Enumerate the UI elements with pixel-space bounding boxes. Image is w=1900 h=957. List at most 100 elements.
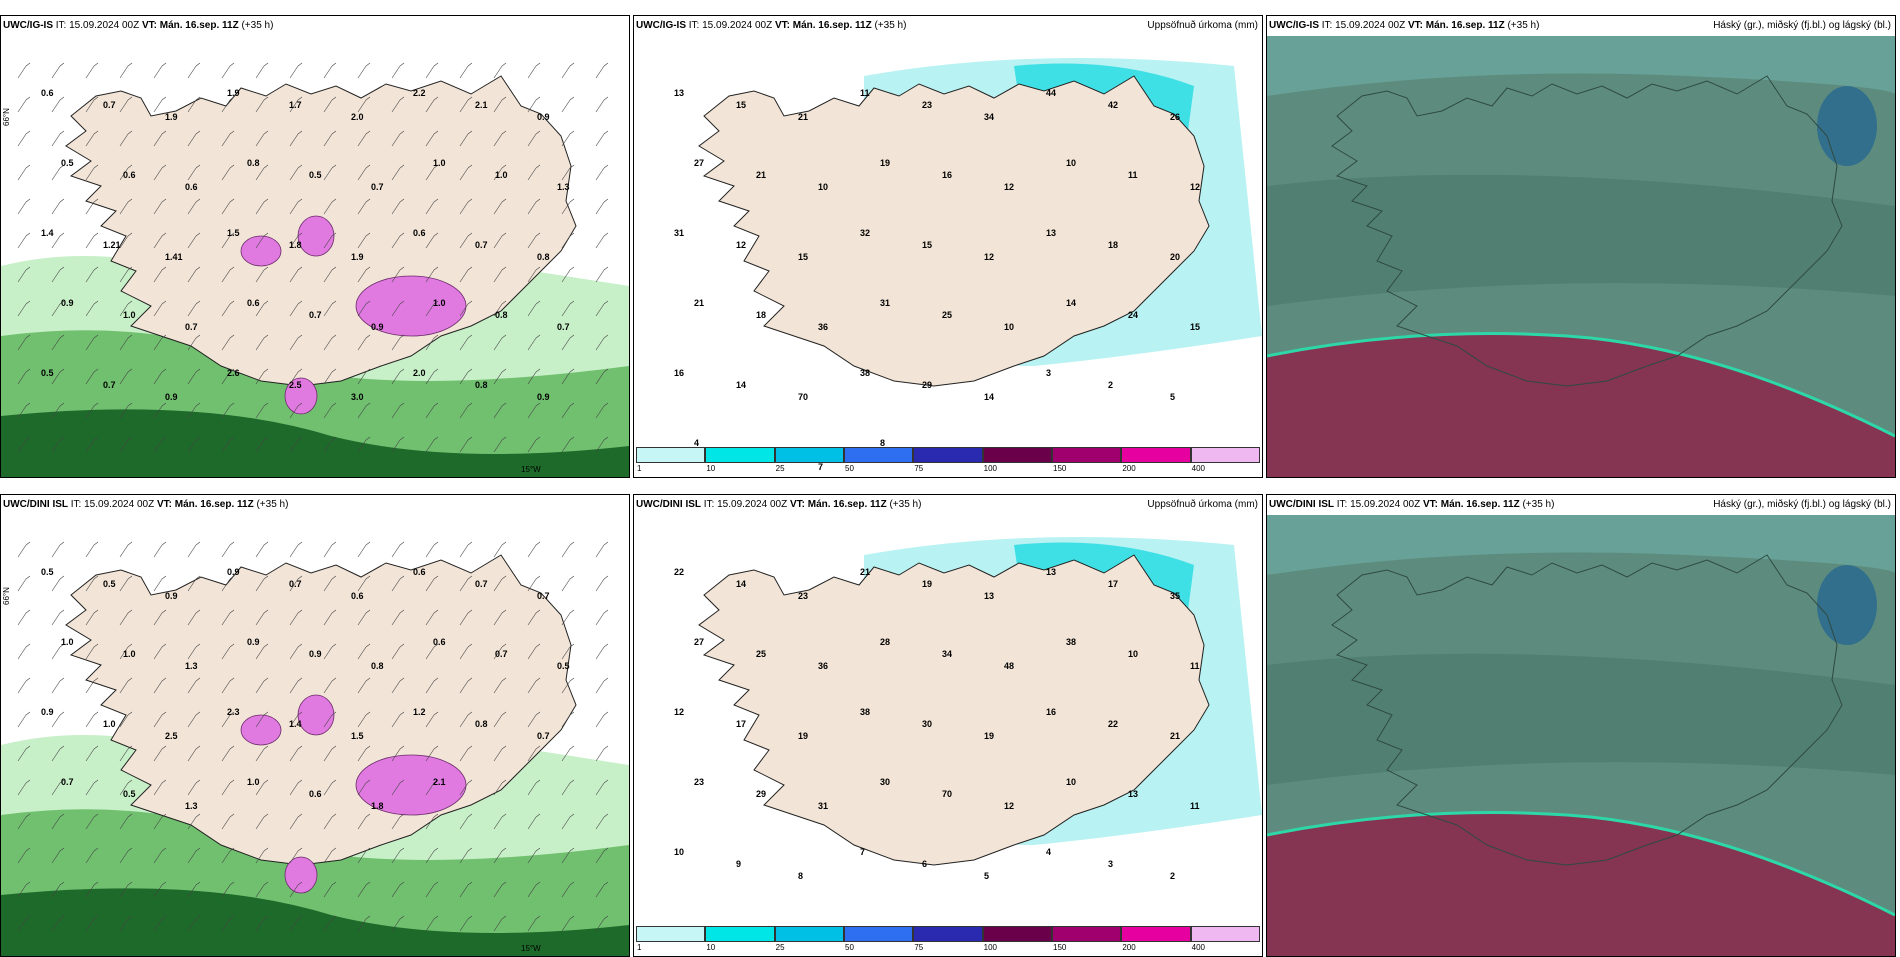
wind-barb	[289, 711, 303, 728]
value-label: 10	[1066, 158, 1076, 168]
wind-barb	[459, 541, 473, 558]
wind-barb	[187, 575, 201, 592]
value-label: 21	[798, 112, 808, 122]
wind-barb	[425, 745, 439, 762]
vt-value: Mán. 16.sep. 11Z	[807, 499, 887, 510]
value-label: 21	[694, 298, 704, 308]
wind-barb	[51, 745, 65, 762]
wind-barb	[527, 300, 541, 317]
value-label: 1.0	[123, 310, 136, 320]
wind-barb	[255, 436, 269, 453]
wind-barb	[357, 198, 371, 215]
value-label: 23	[922, 100, 932, 110]
model-name: UWC/DINI ISL	[3, 499, 68, 510]
wind-barb	[391, 96, 405, 113]
value-label: 1.3	[185, 801, 198, 811]
value-label: 0.6	[185, 182, 198, 192]
wind-barb	[187, 643, 201, 660]
wind-barb	[323, 677, 337, 694]
wind-barb	[561, 575, 575, 592]
wind-barb	[459, 575, 473, 592]
wind-barb	[459, 813, 473, 830]
value-label: 25	[942, 310, 952, 320]
mid-cloud-area	[1267, 653, 1895, 785]
wind-barb	[289, 745, 303, 762]
wind-barb	[187, 164, 201, 181]
value-label: 1.0	[103, 719, 116, 729]
wind-barb	[323, 609, 337, 626]
wind-barb	[459, 881, 473, 898]
wind-barb	[85, 779, 99, 796]
wind-barb	[255, 198, 269, 215]
wind-barb	[357, 813, 371, 830]
wind-barb	[391, 847, 405, 864]
panel-title: Uppsöfnuð úrkoma (mm)	[1147, 20, 1258, 31]
value-label: 23	[694, 777, 704, 787]
value-label: 1.5	[227, 228, 240, 238]
value-label: 3	[1108, 859, 1113, 869]
colorbar-swatch	[774, 926, 844, 942]
value-label: 1.0	[247, 777, 260, 787]
wind-barb	[391, 334, 405, 351]
wind-barb	[187, 745, 201, 762]
it-value: 15.09.2024 00Z	[1350, 499, 1421, 510]
wind-barb	[561, 334, 575, 351]
wind-barb	[289, 881, 303, 898]
wind-barb	[561, 198, 575, 215]
wind-barb	[255, 847, 269, 864]
wind-barb	[221, 62, 235, 79]
wind-barb	[255, 62, 269, 79]
wind-barb	[153, 232, 167, 249]
wind-barb	[85, 130, 99, 147]
model-name: UWC/IG-IS	[3, 20, 53, 31]
wind-barb	[527, 402, 541, 419]
value-label: 23	[798, 591, 808, 601]
value-label: 1.9	[165, 112, 178, 122]
colorbar-tick: 10	[706, 464, 716, 473]
wind-barb	[595, 575, 609, 592]
colorbar-tick: 25	[775, 943, 785, 952]
wind-barb	[357, 300, 371, 317]
snow-area	[240, 235, 282, 267]
wind-barb	[187, 881, 201, 898]
wind-barb	[595, 266, 609, 283]
wind-barb	[459, 711, 473, 728]
wind-barb	[187, 541, 201, 558]
wind-barb	[85, 232, 99, 249]
wind-barb	[85, 847, 99, 864]
vt-value: Mán. 16.sep. 11Z	[1425, 20, 1505, 31]
wind-barb	[85, 62, 99, 79]
wind-barb	[187, 96, 201, 113]
wind-barb	[493, 368, 507, 385]
map-canvas: 0.6 0.7 1.9 1.9 1.7 2.0 2.2 2.1 0.9 0.5 0.6 0.6 0.8 0…	[1, 62, 629, 477]
value-label: 48	[1004, 661, 1014, 671]
wind-barb	[255, 881, 269, 898]
value-label: 0.7	[103, 100, 116, 110]
wind-barb	[425, 881, 439, 898]
value-label: 0.6	[309, 789, 322, 799]
wind-barb	[561, 745, 575, 762]
wind-barb	[357, 232, 371, 249]
wind-barb	[221, 643, 235, 660]
wind-barb	[323, 575, 337, 592]
wind-barb	[425, 541, 439, 558]
value-label: 24	[1128, 310, 1138, 320]
wind-barb	[595, 96, 609, 113]
wind-barb	[527, 368, 541, 385]
wind-barb	[17, 300, 31, 317]
value-label: 30	[880, 777, 890, 787]
value-label: 11	[860, 88, 870, 98]
wind-barb	[17, 745, 31, 762]
value-label: 2.1	[433, 777, 446, 787]
value-label: 1.5	[351, 731, 364, 741]
wind-barb	[459, 847, 473, 864]
wind-barb	[119, 198, 133, 215]
wind-barb	[527, 609, 541, 626]
colorbar-tick: 75	[914, 464, 924, 473]
value-label: 0.5	[123, 789, 136, 799]
wind-barb	[85, 677, 99, 694]
wind-barb	[255, 677, 269, 694]
wind-barb	[17, 711, 31, 728]
wind-barb	[153, 130, 167, 147]
value-label: 1.3	[185, 661, 198, 671]
